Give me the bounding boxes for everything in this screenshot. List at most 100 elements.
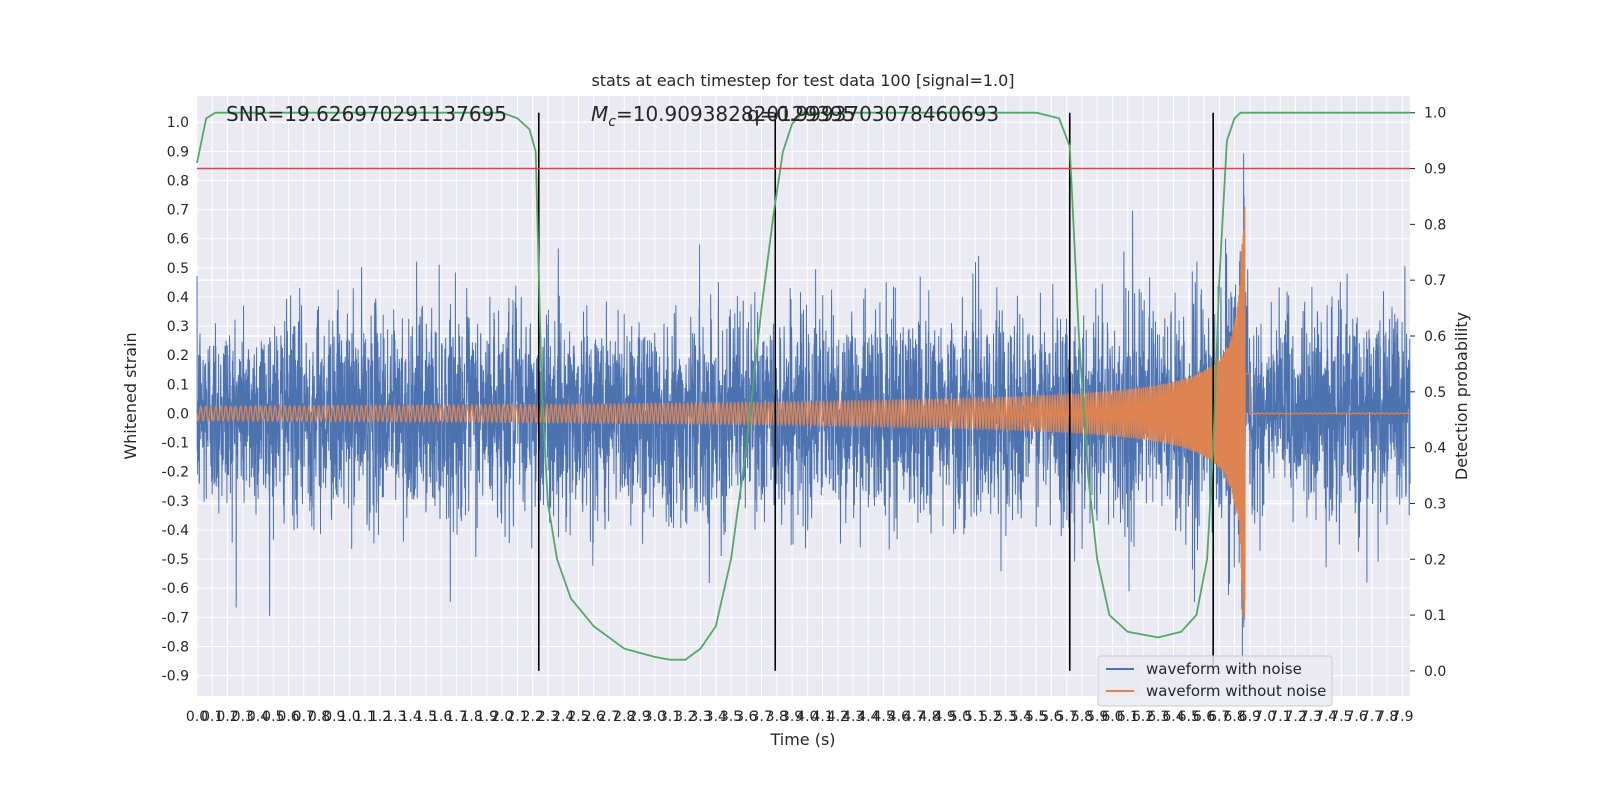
- x-tick-label: 3.5: [720, 709, 742, 725]
- x-tick-label: 6.3: [1147, 709, 1169, 725]
- x-tick-label: 0.9: [323, 709, 345, 725]
- x-tick-label: 5.0: [949, 709, 971, 725]
- x-tick-label: 6.1: [1117, 709, 1139, 725]
- x-tick-label: 3.6: [735, 709, 757, 725]
- x-tick-label: 4.2: [827, 709, 849, 725]
- y-tick-label: 0.6: [167, 232, 189, 248]
- x-tick-label: 3.7: [750, 709, 772, 725]
- x-tick-label: 1.8: [461, 709, 483, 725]
- x-tick-label: 2.5: [567, 709, 589, 725]
- x-tick-label: 1.4: [399, 709, 421, 725]
- x-tick-label: 2.0: [491, 709, 513, 725]
- x-tick-label: 4.6: [888, 709, 910, 725]
- x-tick-label: 7.4: [1315, 709, 1337, 725]
- chirp-mass-subscript: c: [608, 114, 616, 130]
- x-tick-label: 6.0: [1101, 709, 1123, 725]
- y-tick-label: -0.5: [162, 552, 189, 568]
- legend-label-noise: waveform with noise: [1146, 660, 1302, 678]
- x-tick-label: 5.9: [1086, 709, 1108, 725]
- x-tick-label: 1.6: [430, 709, 452, 725]
- x-tick-label: 4.9: [934, 709, 956, 725]
- x-tick-label: 6.4: [1162, 709, 1184, 725]
- y2-tick-label: 0.9: [1424, 162, 1446, 178]
- legend: waveform with noise waveform without noi…: [1097, 655, 1333, 707]
- legend-label-clean: waveform without noise: [1146, 682, 1326, 700]
- x-tick-label: 5.6: [1040, 709, 1062, 725]
- y2-tick-label: 0.5: [1424, 385, 1446, 401]
- x-tick-label: 0.4: [247, 709, 269, 725]
- x-tick-label: 4.4: [857, 709, 879, 725]
- y-tick-label: -0.3: [162, 494, 189, 510]
- mass-ratio-annotation: q=0.9993703078460693: [747, 102, 999, 126]
- x-tick-label: 5.8: [1071, 709, 1093, 725]
- y-tick-label: 0.8: [167, 173, 189, 189]
- x-tick-label: 0.0: [186, 709, 208, 725]
- y2-tick-label: 0.8: [1424, 217, 1446, 233]
- x-tick-label: 5.7: [1056, 709, 1078, 725]
- x-axis-label: Time (s): [769, 730, 835, 749]
- y2-tick-label: 0.3: [1424, 496, 1446, 512]
- x-tick-label: 3.3: [689, 709, 711, 725]
- x-tick-label: 2.6: [583, 709, 605, 725]
- x-tick-label: 5.4: [1010, 709, 1032, 725]
- x-tick-label: 6.2: [1132, 709, 1154, 725]
- x-tick-label: 3.2: [674, 709, 696, 725]
- chirp-mass-symbol: M: [591, 102, 608, 126]
- probability-trace: [196, 111, 1410, 661]
- x-tick-label: 0.2: [216, 709, 238, 725]
- x-tick-label: 3.0: [644, 709, 666, 725]
- x-tick-label: 7.8: [1376, 709, 1398, 725]
- snr-annotation: SNR=19.626970291137695: [226, 102, 507, 126]
- x-tick-label: 7.2: [1284, 709, 1306, 725]
- x-tick-label: 7.6: [1345, 709, 1367, 725]
- x-tick-label: 0.6: [277, 709, 299, 725]
- x-tick-label: 5.3: [995, 709, 1017, 725]
- x-tick-label: 0.3: [232, 709, 254, 725]
- x-tick-label: 3.1: [659, 709, 681, 725]
- x-tick-label: 7.0: [1254, 709, 1276, 725]
- y-tick-label: 0.7: [167, 203, 189, 219]
- y-tick-label: -0.9: [162, 669, 189, 685]
- y-tick-label: 0.5: [167, 261, 189, 277]
- x-tick-label: 0.5: [262, 709, 284, 725]
- y-tick-label: 0.3: [167, 319, 189, 335]
- x-tick-label: 1.3: [384, 709, 406, 725]
- x-tick-label: 4.7: [903, 709, 925, 725]
- x-tick-label: 0.1: [201, 709, 223, 725]
- x-tick-label: 2.9: [628, 709, 650, 725]
- x-tick-label: 6.5: [1178, 709, 1200, 725]
- y-tick-label: 1.0: [167, 115, 189, 131]
- x-tick-label: 5.2: [979, 709, 1001, 725]
- x-tick-label: 6.8: [1223, 709, 1245, 725]
- x-tick-label: 1.5: [415, 709, 437, 725]
- x-tick-label: 7.5: [1330, 709, 1352, 725]
- x-tick-label: 2.4: [552, 709, 574, 725]
- x-tick-label: 5.5: [1025, 709, 1047, 725]
- y2-axis-ticks: 1.0 0.9 0.8 0.7 0.6 0.5 0.4 0.3 0.2 0.1 0.0: [1410, 106, 1446, 680]
- y2-tick-label: 1.0: [1424, 106, 1446, 122]
- x-tick-label: 6.6: [1193, 709, 1215, 725]
- series-detection-probability: [196, 111, 1410, 661]
- x-tick-label: 3.4: [705, 709, 727, 725]
- legend-box: [1097, 655, 1333, 707]
- x-tick-label: 7.3: [1300, 709, 1322, 725]
- y-axis-label: Whitened strain: [121, 332, 140, 459]
- y-tick-label: 0.9: [167, 144, 189, 160]
- y2-axis-label: Detection probability: [1452, 312, 1471, 480]
- x-axis-ticks: 0.00.10.20.30.40.50.60.70.80.91.01.11.21…: [186, 709, 1414, 725]
- x-tick-label: 7.1: [1269, 709, 1291, 725]
- x-tick-label: 0.7: [293, 709, 315, 725]
- x-tick-label: 0.8: [308, 709, 330, 725]
- y2-tick-label: 0.7: [1424, 273, 1446, 289]
- y-tick-label: 0.0: [167, 406, 189, 422]
- y-axis-ticks: 1.0 0.9 0.8 0.7 0.6 0.5 0.4 0.3 0.2 0.1 0.0 -0.1 -0.…: [162, 115, 189, 684]
- y-tick-label: -0.8: [162, 639, 189, 655]
- chart-title: stats at each timestep for test data 100…: [591, 71, 1014, 90]
- x-tick-label: 1.2: [369, 709, 391, 725]
- y2-tick-label: 0.1: [1424, 608, 1446, 624]
- x-tick-label: 4.1: [811, 709, 833, 725]
- x-tick-label: 6.9: [1239, 709, 1261, 725]
- x-tick-label: 1.9: [476, 709, 498, 725]
- detection-markers: [537, 112, 1214, 671]
